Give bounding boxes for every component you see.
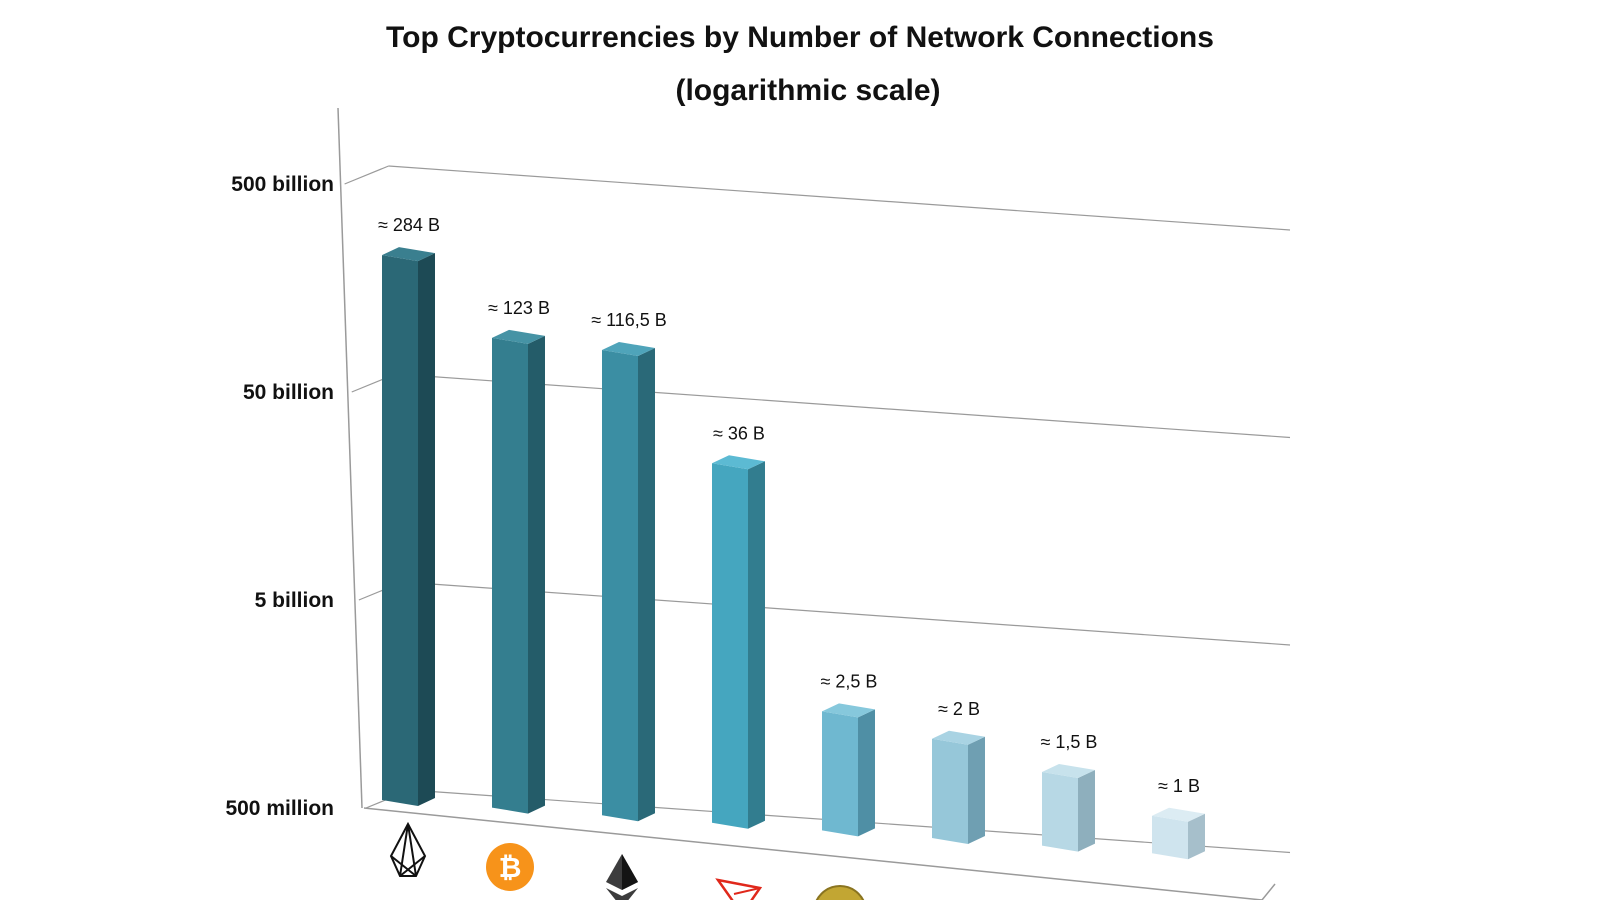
eos-line	[390, 855, 417, 877]
floor-edge-right	[1261, 883, 1276, 900]
bar-top	[1152, 807, 1205, 822]
axes: 500 million 5 billion 50 billion 500 billio…	[225, 107, 1291, 900]
bar-top	[492, 329, 545, 344]
bar-group: ≈ 123 B	[488, 298, 550, 814]
y-axis-line	[337, 107, 363, 809]
bar	[932, 738, 968, 844]
bar-top	[1042, 763, 1095, 778]
dogecoin-icon	[815, 885, 865, 900]
bar-side	[1188, 813, 1205, 860]
tron-line	[733, 887, 761, 895]
y-tick-label: 500 billion	[231, 173, 334, 196]
data-label: ≈ 36 B	[713, 423, 765, 443]
bitcoin-circle	[486, 843, 534, 891]
data-label: ≈ 123 B	[488, 298, 550, 318]
eos-outline	[389, 821, 427, 877]
y-tick-label: 5 billion	[255, 589, 334, 612]
eos-line	[399, 823, 409, 877]
eos-line	[399, 855, 426, 877]
tron-line	[717, 879, 734, 900]
bar-side	[748, 461, 765, 829]
chart-subtitle: (logarithmic scale)	[675, 74, 940, 107]
bar-group: ≈ 116,5 B	[591, 310, 667, 822]
bar	[712, 463, 748, 829]
bar	[1042, 771, 1078, 852]
bar-group: ≈ 2 B	[932, 699, 985, 844]
gridline	[402, 581, 1291, 646]
bar	[822, 711, 858, 837]
bar-side	[858, 709, 875, 837]
data-label: ≈ 2 B	[938, 699, 980, 719]
eos-icon	[389, 821, 427, 877]
bar	[1152, 815, 1188, 860]
bar	[602, 349, 638, 822]
data-label: ≈ 116,5 B	[591, 310, 667, 330]
bar-side	[418, 253, 435, 806]
dogecoin-circle	[815, 885, 865, 900]
y-tick-label: 50 billion	[243, 381, 334, 404]
bar-top	[602, 341, 655, 356]
ethereum-bottom	[606, 888, 638, 900]
floor-edge	[363, 807, 1263, 900]
bar	[492, 337, 528, 814]
chart-title: Top Cryptocurrencies by Number of Networ…	[386, 21, 1214, 54]
bitcoin-icon: ₿	[486, 843, 534, 891]
bars: ≈ 284 B ≈ 123 B ≈ 116,5 B ≈ 36 B ≈ 2,5 B ≈ 2 …	[378, 215, 1205, 860]
bar-side	[638, 347, 655, 822]
bar-group: ≈ 284 B	[378, 215, 440, 806]
bar	[382, 255, 418, 806]
gridline	[388, 165, 1291, 231]
bar-side	[968, 736, 985, 844]
y-tick-label: 500 million	[225, 797, 334, 820]
bar-group: ≈ 1,5 B	[1041, 732, 1098, 852]
bar-top	[932, 730, 985, 745]
tron-icon	[715, 878, 763, 900]
data-label: ≈ 1,5 B	[1041, 732, 1098, 752]
bar-group: ≈ 36 B	[712, 423, 765, 829]
bar-side	[1078, 769, 1095, 852]
gridline-depth	[344, 165, 389, 185]
bitcoin-glyph: ₿	[499, 851, 522, 884]
data-label: ≈ 284 B	[378, 215, 440, 235]
data-label: ≈ 1 B	[1158, 776, 1200, 796]
ethereum-icon	[606, 854, 638, 900]
bar-group: ≈ 2,5 B	[821, 671, 878, 837]
bar-group: ≈ 1 B	[1152, 776, 1205, 860]
data-label: ≈ 2,5 B	[821, 671, 878, 691]
bar-side	[528, 335, 545, 814]
ethereum-shade	[622, 854, 638, 890]
category-icons: ₿	[389, 821, 865, 900]
bar-top	[822, 703, 875, 718]
bar-top	[712, 455, 765, 470]
bar-top	[382, 247, 435, 262]
eos-line	[407, 823, 417, 877]
